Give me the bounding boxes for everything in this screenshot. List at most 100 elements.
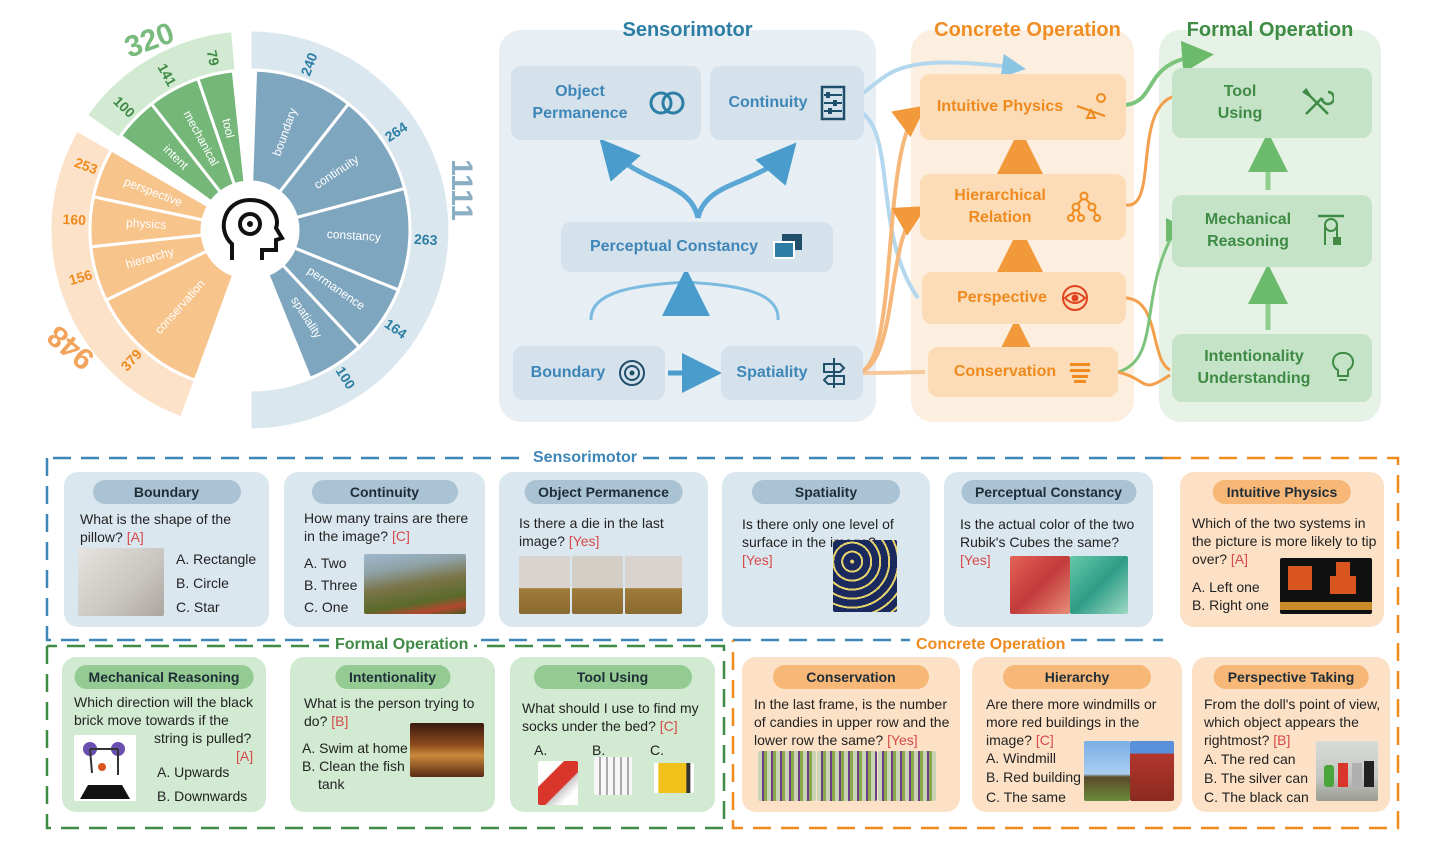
card-boundary-title: Boundary bbox=[92, 480, 241, 504]
answer-tag: [A] bbox=[236, 748, 254, 764]
total-sensorimotor: 1111 bbox=[445, 159, 478, 221]
segment-count-boundary: 240 bbox=[297, 50, 320, 78]
card-tool-using-title: Tool Using bbox=[533, 665, 692, 689]
node-intentionality-understanding-label: Intentionality Understanding bbox=[1197, 348, 1311, 387]
card-perceptual-constancy-question: Is the actual color of the two Rubik's C… bbox=[960, 515, 1145, 569]
question-text: What is the shape of the pillow? bbox=[80, 511, 231, 545]
option-a: A. Upwards bbox=[157, 764, 230, 780]
pulley-icon bbox=[1318, 214, 1344, 245]
card-boundary-question: What is the shape of the pillow? [A] bbox=[80, 510, 260, 546]
node-spatiality-label: Spatiality bbox=[736, 364, 808, 381]
card-spatiality: Spatiality Is there only one level of su… bbox=[722, 472, 930, 627]
section-label-sensorimotor: Sensorimotor bbox=[527, 449, 644, 467]
node-conservation-label: Conservation bbox=[953, 363, 1057, 380]
question-text: Is the actual color of the two Rubik's C… bbox=[960, 516, 1135, 550]
card-intentionality-question: What is the person trying to do? [B] bbox=[304, 694, 489, 730]
answer-tag: [B] bbox=[1273, 732, 1291, 748]
segment-count-perspective: 253 bbox=[72, 154, 100, 177]
segment-spatiality bbox=[266, 262, 362, 381]
answer-tag: [Yes] bbox=[568, 533, 600, 549]
stacked-squares-icon bbox=[773, 234, 803, 259]
node-conservation: Conservation bbox=[928, 347, 1118, 397]
option-a: A. The red can bbox=[1204, 751, 1296, 767]
card-continuity-question: How many trains are there in the image? … bbox=[304, 509, 474, 545]
wrench-screwdriver-icon bbox=[1302, 88, 1334, 115]
node-continuity: Continuity bbox=[710, 66, 864, 140]
frame-2-image bbox=[572, 556, 623, 614]
train-mountain-image bbox=[364, 554, 466, 614]
card-hierarchy-title: Hierarchy bbox=[1003, 665, 1151, 689]
fish-tank-image bbox=[410, 723, 484, 777]
node-continuity-label: Continuity bbox=[728, 94, 808, 111]
card-tool-using: Tool Using What should I use to find my … bbox=[510, 657, 715, 812]
option-c: C. bbox=[650, 742, 664, 758]
sensorimotor-title: Sensorimotor bbox=[622, 19, 753, 41]
option-b: B. bbox=[592, 742, 606, 758]
lightbulb-icon bbox=[1332, 351, 1354, 381]
option-c: C. One bbox=[304, 599, 349, 615]
question-text: How many trains are there in the image? bbox=[304, 510, 469, 544]
frame-3-image bbox=[625, 556, 682, 614]
card-continuity-title: Continuity bbox=[311, 480, 458, 504]
node-mechanical-reasoning: Mechanical Reasoning bbox=[1172, 195, 1372, 267]
section-label-formal: Formal Operation bbox=[329, 636, 475, 654]
segment-tool bbox=[196, 69, 247, 187]
question-text: In the last frame, is the number of cand… bbox=[754, 696, 950, 748]
tool-set-image bbox=[594, 757, 632, 795]
rings-icon bbox=[649, 91, 685, 115]
option-b: B. Right one bbox=[1192, 597, 1270, 613]
stars-fabric-image bbox=[833, 540, 897, 612]
node-perspective-label: Perspective bbox=[957, 289, 1047, 306]
segment-count-tool: 79 bbox=[204, 49, 223, 68]
node-spatiality: Spatiality bbox=[721, 346, 863, 400]
segment-count-constancy: 263 bbox=[414, 231, 439, 248]
candies-frame-3-image bbox=[878, 751, 936, 801]
question-text: From the doll's point of view, which obj… bbox=[1204, 696, 1381, 748]
option-b: B. The silver can bbox=[1204, 770, 1309, 786]
card-perspective-taking: Perspective Taking From the doll's point… bbox=[1192, 657, 1390, 812]
card-intuitive-physics-title: Intuitive Physics bbox=[1212, 480, 1352, 504]
option-a: A. Swim at home bbox=[302, 740, 408, 756]
question-text: Which of the two systems in the picture … bbox=[1192, 515, 1377, 567]
node-boundary: Boundary bbox=[513, 346, 665, 400]
card-perceptual-constancy: Perceptual Constancy Is the actual color… bbox=[944, 472, 1153, 627]
option-a: A. bbox=[534, 742, 548, 758]
card-perceptual-constancy-title: Perceptual Constancy bbox=[960, 480, 1137, 504]
card-intentionality: Intentionality What is the person trying… bbox=[290, 657, 495, 812]
cans-scene-image bbox=[1316, 741, 1378, 801]
pulley-diagram-image bbox=[74, 735, 136, 801]
option-a: A. Two bbox=[304, 555, 347, 571]
card-intentionality-title: Intentionality bbox=[334, 665, 451, 689]
flow-arrows bbox=[589, 40, 1288, 393]
node-mechanical-reasoning-label: Mechanical Reasoning bbox=[1204, 211, 1292, 250]
card-continuity: Continuity How many trains are there in … bbox=[284, 472, 485, 627]
card-object-permanence-title: Object Permanence bbox=[524, 480, 683, 504]
node-tool-using-label: Tool Using bbox=[1217, 83, 1263, 122]
answer-tag: [A] bbox=[126, 529, 144, 545]
card-object-permanence: Object Permanence Is there a die in the … bbox=[499, 472, 708, 627]
answer-tag: [B] bbox=[331, 713, 349, 729]
node-perspective: Perspective bbox=[922, 272, 1126, 324]
answer-tag: [Yes] bbox=[742, 552, 773, 568]
segment-count-physics: 160 bbox=[62, 211, 86, 228]
card-mechanical-reasoning-question: Which direction will the black brick mov… bbox=[74, 694, 253, 728]
card-conservation-title: Conservation bbox=[773, 665, 929, 689]
option-b: B. Downwards bbox=[157, 788, 248, 804]
node-object-permanence-label: Object Permanence bbox=[532, 83, 628, 122]
seesaw-icon bbox=[1076, 93, 1107, 119]
card-tool-using-question: What should I use to find my socks under… bbox=[522, 699, 712, 735]
segment-label-constancy: constancy bbox=[326, 227, 381, 244]
eye-target-icon bbox=[1061, 285, 1088, 311]
node-boundary-label: Boundary bbox=[530, 364, 606, 381]
option-b-cont: tank bbox=[318, 776, 345, 792]
answer-tag: [A] bbox=[1230, 551, 1249, 567]
option-a: A. Windmill bbox=[986, 750, 1057, 766]
option-a: A. Left one bbox=[1192, 579, 1260, 595]
hierarchy-tree-icon bbox=[1067, 191, 1101, 222]
card-mechanical-reasoning-question-cont: string is pulled? bbox=[154, 730, 252, 746]
red-building-image bbox=[1130, 741, 1174, 801]
candies-frame-2-image bbox=[817, 751, 877, 801]
option-b: B. Clean the fish bbox=[302, 758, 405, 774]
section-label-concrete: Concrete Operation bbox=[910, 636, 1072, 654]
option-b: B. Three bbox=[304, 577, 358, 593]
